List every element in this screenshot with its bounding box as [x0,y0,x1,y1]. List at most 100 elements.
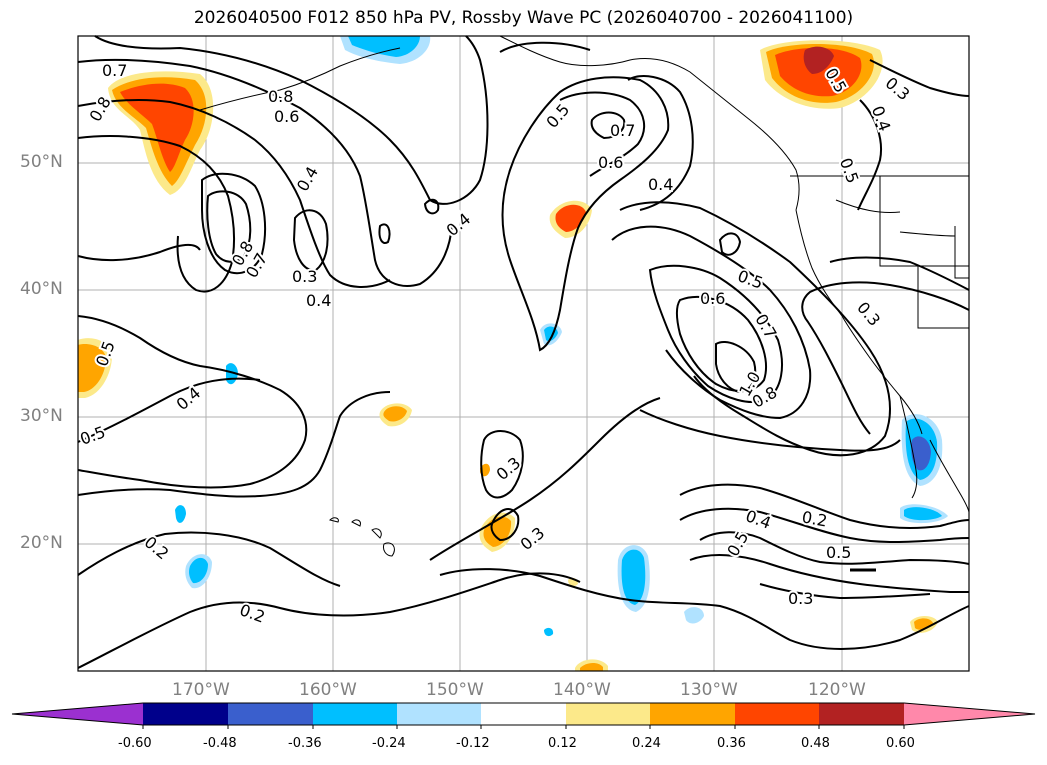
colorbar-segment [143,703,228,725]
lon-label: 130°W [680,680,738,700]
warm-patch-west [78,344,106,392]
contour-line [679,483,970,529]
contour-label: 0.4 [306,291,331,310]
border-state [954,226,969,279]
contour-line [676,295,768,392]
lon-label: 170°W [172,680,230,700]
colorbar-label: 0.60 [886,736,915,751]
contour-line [77,135,236,293]
lat-label: 40°N [20,279,63,299]
contour-line [77,572,581,669]
lon-label: 140°W [553,680,611,700]
lon-label: 120°W [808,680,866,700]
colorbar-segment [650,703,735,725]
contour-line [77,58,453,287]
coastline-alaska [499,35,800,211]
contour-line [699,531,970,565]
warm-patch-nw [120,83,194,172]
colorbar-min-arrow [12,703,143,725]
colorbar-segment [397,703,481,725]
gridlines [78,36,969,671]
contour-line [499,41,591,53]
colorbar-label: -0.36 [288,736,322,751]
border-state [835,199,901,213]
border-state [917,266,969,329]
contour-line [718,232,742,256]
map-title: 2026040500 F012 850 hPa PV, Rossby Wave … [193,8,854,28]
pv-contours [77,35,970,669]
colorbar-segment [481,703,566,725]
lat-label: 30°N [20,406,63,426]
cool-patches [175,36,948,637]
colorbar-segment [566,703,650,725]
contour-line [648,264,783,404]
contour-label: 0.8 [268,87,293,106]
lon-label: 150°W [426,680,484,700]
contour-label: 0.6 [700,289,725,308]
contour-label: 0.5 [826,543,851,562]
lon-label: 160°W [299,680,357,700]
warm-patch-south [580,662,603,671]
colorbar-segment [819,703,904,725]
cool-patch [904,507,942,521]
contour-line [639,409,901,452]
coastline-california [841,315,923,435]
cool-patch-north [348,36,420,57]
contour-line [829,256,970,291]
contour-line [292,209,329,272]
coastline-islands [329,517,395,557]
colorbar-label: 0.12 [548,736,577,751]
colorbar-segment [228,703,313,725]
cool-patch [911,436,931,471]
border-state [899,231,956,237]
warm-patch-30n [383,406,407,422]
cool-patch [684,607,704,624]
colorbar-segment [313,703,397,725]
contour-label: 0.7 [610,121,635,140]
contour-line [501,76,670,352]
coastline-bc [795,209,843,317]
contour-line [77,377,261,443]
contour-line [611,225,812,420]
contour-line [77,531,341,587]
cool-patch [189,557,208,584]
contour-label: 0.7 [102,61,127,80]
map-frame-bg [78,36,969,671]
contour-line [559,91,646,177]
colorbar-label: -0.12 [456,736,490,751]
contour-line [77,391,391,498]
colorbar-segment [735,703,819,725]
coastlines [199,35,970,557]
lat-label: 20°N [20,533,63,553]
contour-line [857,99,882,211]
contour-line [590,111,626,140]
border-state [879,176,969,267]
colorbar-label: -0.24 [372,736,406,751]
contour-line [801,281,970,435]
contour-line [378,223,391,244]
colorbar [11,702,1036,729]
contour-line [77,244,201,262]
contour-line [94,35,489,205]
cool-patch [544,627,554,637]
cool-patch [621,549,646,605]
contour-line [439,568,970,650]
contour-label: 0.6 [598,153,623,172]
contour-line [77,98,391,288]
colorbar-max-arrow [904,703,1035,725]
contour-line [869,59,970,97]
contour-line [619,201,891,457]
contour-line [490,508,520,542]
contour-line [423,198,440,215]
contour-line [689,554,969,593]
colorbar-label: 0.24 [632,736,661,751]
warm-patch-ne-core [803,46,834,74]
contour-line [679,507,970,543]
lat-label: 50°N [20,152,63,172]
contour-line [206,190,252,263]
contour-label: 0.6 [274,107,299,126]
colorbar-label: 0.48 [801,736,830,751]
colorbar-label: -0.60 [118,736,152,751]
contour-line [77,315,308,489]
